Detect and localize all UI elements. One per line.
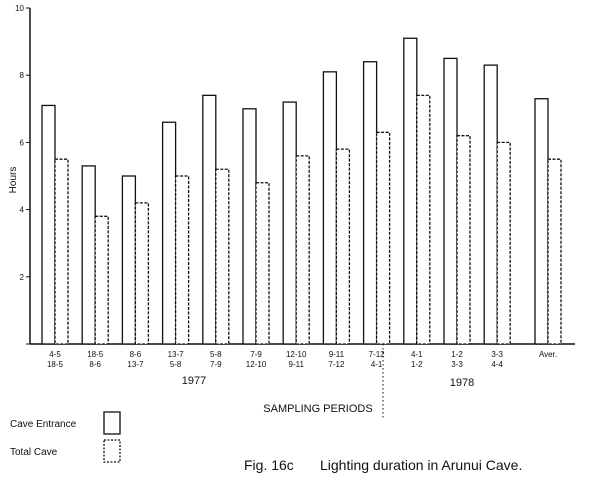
y-tick-label-6: 6 xyxy=(20,138,25,147)
legend-label-cave-entrance: Cave Entrance xyxy=(10,419,77,430)
bar-total-cave-13 xyxy=(547,158,562,345)
bar-cave-entrance-4 xyxy=(161,121,177,345)
legend-label-total-cave: Total Cave xyxy=(10,447,58,458)
bar-cave-entrance-10 xyxy=(403,37,418,345)
bar-total-cave-11 xyxy=(456,135,471,345)
x-tick-label-10-2: 1-2 xyxy=(411,360,423,369)
x-tick-label-7-1: 12-10 xyxy=(286,350,307,359)
bar-total-cave-12 xyxy=(496,141,511,345)
bar-cave-entrance-7 xyxy=(282,101,297,345)
x-tick-label-7-2: 9-11 xyxy=(288,360,304,369)
bar-cave-entrance-6 xyxy=(242,108,257,345)
bar-total-cave-9 xyxy=(375,131,391,345)
x-tick-label-9-1: 7-12 xyxy=(369,350,386,359)
x-tick-label-6-1: 7-9 xyxy=(250,350,262,359)
x-tick-label-3-1: 8-6 xyxy=(130,350,142,359)
y-tick-label-2: 2 xyxy=(20,273,25,282)
x-tick-label-8-1: 9-11 xyxy=(329,350,345,359)
bar-total-cave-4 xyxy=(174,175,190,345)
x-tick-label-8-2: 7-12 xyxy=(328,360,345,369)
x-tick-label-11-1: 1-2 xyxy=(451,350,463,359)
bar-cave-entrance-9 xyxy=(362,61,378,345)
bar-total-cave-1 xyxy=(54,158,69,345)
year-label-1978: 1978 xyxy=(450,377,474,389)
bar-total-cave-8 xyxy=(335,148,351,345)
bar-cave-entrance-11 xyxy=(443,57,458,345)
bar-total-cave-5 xyxy=(215,168,230,345)
x-tick-label-12-1: 3-3 xyxy=(491,350,503,359)
chart-title: Lighting duration in Arunui Cave. xyxy=(320,457,522,473)
bar-cave-entrance-2 xyxy=(81,165,96,345)
legend: Cave Entrance Total Cave xyxy=(10,411,121,463)
x-axis-label: SAMPLING PERIODS xyxy=(263,403,372,415)
legend-swatch-total-cave xyxy=(103,439,121,463)
figure-number: Fig. 16c xyxy=(244,457,294,473)
bar-cave-entrance-13 xyxy=(534,98,549,345)
bar-total-cave-6 xyxy=(255,182,270,345)
bar-total-cave-3 xyxy=(134,202,150,345)
bar-cave-entrance-3 xyxy=(121,175,137,345)
bar-cave-entrance-1 xyxy=(41,104,56,345)
x-tick-label-12-2: 4-4 xyxy=(491,360,503,369)
x-tick-label-1-1: 4-5 xyxy=(49,350,61,359)
x-tick-label-4-1: 13-7 xyxy=(168,350,185,359)
x-tick-label-10-1: 4-1 xyxy=(411,350,423,359)
x-tick-labels: 4-518-518-58-68-613-713-75-85-87-97-912-… xyxy=(47,350,557,369)
x-tick-label-5-1: 5-8 xyxy=(210,350,222,359)
x-tick-label-9-2: 4-1 xyxy=(371,360,383,369)
bar-total-cave-10 xyxy=(416,94,431,345)
bar-cave-entrance-8 xyxy=(322,71,338,345)
x-tick-label-3-2: 13-7 xyxy=(127,360,144,369)
x-tick-label-2-1: 18-5 xyxy=(87,350,104,359)
bars-group xyxy=(41,37,562,345)
bar-cave-entrance-12 xyxy=(483,64,498,345)
x-tick-label-4-2: 5-8 xyxy=(170,360,182,369)
x-tick-label-13-1: Aver. xyxy=(539,350,557,359)
x-tick-label-5-2: 7-9 xyxy=(210,360,222,369)
legend-swatch-cave-entrance xyxy=(103,411,121,435)
x-tick-label-1-2: 18-5 xyxy=(47,360,64,369)
x-tick-label-6-2: 12-10 xyxy=(246,360,267,369)
x-tick-label-2-2: 8-6 xyxy=(89,360,101,369)
y-ticks: 2 4 6 8 10 xyxy=(15,4,30,345)
y-tick-label-4: 4 xyxy=(20,206,25,215)
bar-cave-entrance-5 xyxy=(202,94,217,345)
year-label-1977: 1977 xyxy=(182,375,206,387)
figure-caption: Fig. 16c Lighting duration in Arunui Cav… xyxy=(244,457,522,473)
bar-total-cave-2 xyxy=(94,215,109,345)
y-axis-label: Hours xyxy=(8,167,19,194)
x-tick-label-11-2: 3-3 xyxy=(451,360,463,369)
y-tick-label-8: 8 xyxy=(20,71,25,80)
bar-total-cave-7 xyxy=(295,155,310,345)
y-tick-label-10: 10 xyxy=(15,4,24,13)
